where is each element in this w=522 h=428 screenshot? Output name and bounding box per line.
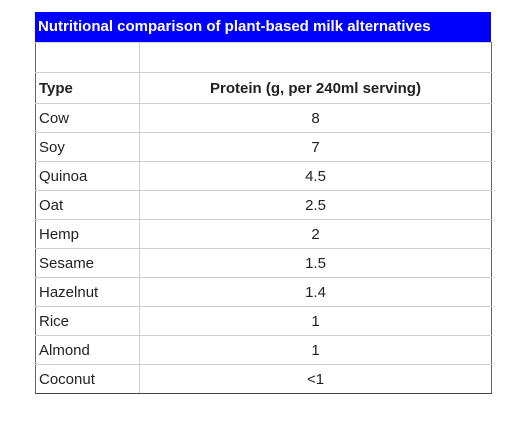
type-cell: Quinoa (35, 161, 140, 191)
protein-cell: 1 (139, 335, 492, 365)
table-row: Hemp 2 (35, 219, 492, 249)
protein-cell: 1.5 (139, 248, 492, 278)
header-row: Type Protein (g, per 240ml serving) (35, 72, 492, 104)
protein-cell: 7 (139, 132, 492, 162)
type-cell: Hemp (35, 219, 140, 249)
type-cell: Rice (35, 306, 140, 336)
type-cell: Cow (35, 103, 140, 133)
protein-cell: 2 (139, 219, 492, 249)
table-row: Quinoa 4.5 (35, 161, 492, 191)
type-cell: Almond (35, 335, 140, 365)
table-row: Almond 1 (35, 335, 492, 365)
type-cell: Soy (35, 132, 140, 162)
blank-cell (139, 42, 492, 73)
table-row: Coconut <1 (35, 364, 492, 394)
protein-cell: 2.5 (139, 190, 492, 220)
type-cell: Oat (35, 190, 140, 220)
blank-row (35, 42, 492, 73)
table-title: Nutritional comparison of plant-based mi… (35, 12, 491, 42)
table-row: Cow 8 (35, 103, 492, 133)
column-header-type: Type (35, 72, 140, 104)
type-cell: Hazelnut (35, 277, 140, 307)
table-row: Sesame 1.5 (35, 248, 492, 278)
column-header-protein: Protein (g, per 240ml serving) (139, 72, 492, 104)
table-row: Hazelnut 1.4 (35, 277, 492, 307)
table-row: Oat 2.5 (35, 190, 492, 220)
protein-cell: <1 (139, 364, 492, 394)
table-row: Rice 1 (35, 306, 492, 336)
protein-table: Type Protein (g, per 240ml serving) Cow 8… (35, 42, 492, 394)
type-cell: Coconut (35, 364, 140, 394)
table-row: Soy 7 (35, 132, 492, 162)
protein-cell: 1 (139, 306, 492, 336)
protein-cell: 1.4 (139, 277, 492, 307)
blank-cell (35, 42, 140, 73)
protein-cell: 8 (139, 103, 492, 133)
protein-cell: 4.5 (139, 161, 492, 191)
type-cell: Sesame (35, 248, 140, 278)
